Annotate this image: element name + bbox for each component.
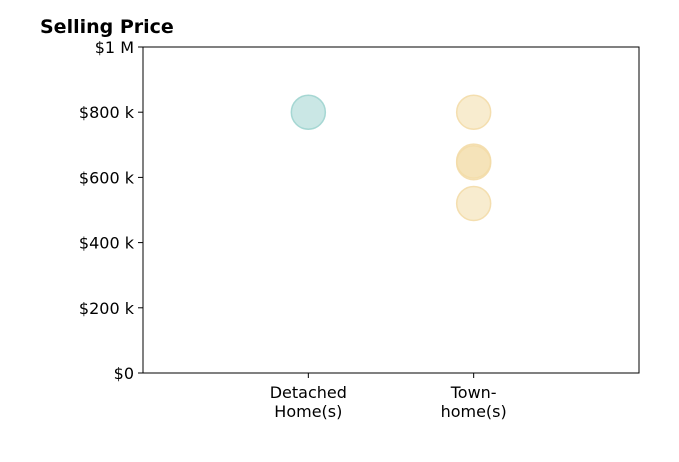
y-tick-label: $200 k — [79, 299, 135, 318]
axes — [138, 46, 640, 378]
data-point — [455, 94, 492, 130]
x-tick-label: Home(s) — [274, 402, 342, 421]
tick-labels: $0 $200 k $400 k $600 k $800 k $1 M DetachedHo… — [79, 38, 507, 421]
y-tick-label: $400 k — [79, 234, 135, 253]
x-tick-label: home(s) — [441, 402, 507, 421]
data-point — [290, 94, 327, 130]
data-points — [290, 94, 492, 222]
y-tick-label: $600 k — [79, 168, 135, 187]
data-point — [455, 144, 492, 181]
y-tick-label: $1 M — [95, 38, 134, 57]
plot-frame — [142, 46, 640, 374]
x-tick-label: Detached — [270, 383, 347, 402]
y-tick-label: $0 — [114, 364, 134, 383]
x-tick-label: Town- — [450, 383, 497, 402]
data-point — [455, 185, 492, 222]
chart-title: Selling Price — [40, 16, 174, 38]
y-tick-label: $800 k — [79, 103, 135, 122]
